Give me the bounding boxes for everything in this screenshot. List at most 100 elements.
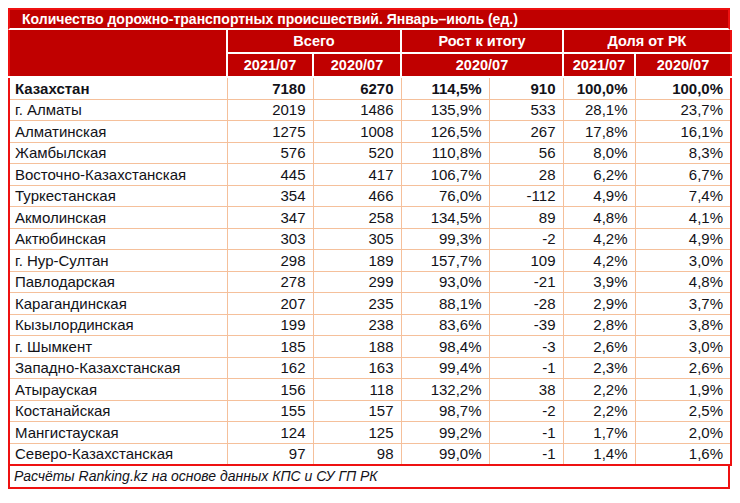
- value-cell: -3: [489, 336, 563, 358]
- value-cell: -1: [489, 422, 563, 444]
- value-cell: 124: [227, 422, 313, 444]
- value-cell: 88,1%: [401, 293, 489, 315]
- table-header: Всего Рост к итогу Доля от РК 2021/07 20…: [9, 30, 731, 77]
- value-cell: 38: [489, 379, 563, 401]
- value-cell: 2,2%: [563, 379, 635, 401]
- value-cell: 1,4%: [563, 443, 635, 465]
- region-cell: г. Шымкент: [9, 336, 227, 358]
- value-cell: 7180: [227, 77, 313, 99]
- value-cell: 76,0%: [401, 185, 489, 207]
- table-row: Мангистауская12412599,2%-11,7%2,0%: [9, 422, 731, 444]
- value-cell: 97: [227, 443, 313, 465]
- corner-cell: [9, 30, 227, 77]
- value-cell: 93,0%: [401, 271, 489, 293]
- region-cell: Алматинская: [9, 121, 227, 143]
- table-row: Алматинская12751008126,5%26717,8%16,1%: [9, 121, 731, 143]
- value-cell: 157: [313, 400, 401, 422]
- table-row: Атырауская156118132,2%382,2%1,9%: [9, 379, 731, 401]
- region-cell: г. Нур-Султан: [9, 250, 227, 272]
- table-row: Северо-Казахстанская979899,0%-11,4%1,6%: [9, 443, 731, 465]
- region-cell: Мангистауская: [9, 422, 227, 444]
- value-cell: 2,9%: [563, 293, 635, 315]
- value-cell: 155: [227, 400, 313, 422]
- region-cell: Восточно-Казахстанская: [9, 164, 227, 186]
- value-cell: 347: [227, 207, 313, 229]
- value-cell: 910: [489, 77, 563, 99]
- value-cell: 1275: [227, 121, 313, 143]
- value-cell: 100,0%: [635, 77, 731, 99]
- value-cell: 189: [313, 250, 401, 272]
- table-row: Западно-Казахстанская16216399,4%-12,3%2,…: [9, 357, 731, 379]
- value-cell: 4,8%: [635, 271, 731, 293]
- value-cell: 2,6%: [563, 336, 635, 358]
- value-cell: 99,2%: [401, 422, 489, 444]
- value-cell: 2,3%: [563, 357, 635, 379]
- subheader-growth-2020-07: 2020/07: [401, 53, 563, 77]
- value-cell: 1,9%: [635, 379, 731, 401]
- source-note: Расчёты Ranking.kz на основе данных КПС …: [8, 466, 730, 489]
- value-cell: 188: [313, 336, 401, 358]
- value-cell: -28: [489, 293, 563, 315]
- value-cell: 4,8%: [563, 207, 635, 229]
- region-cell: Актюбинская: [9, 228, 227, 250]
- region-cell: Кызылординская: [9, 314, 227, 336]
- table-row: г. Алматы20191486135,9%53328,1%23,7%: [9, 99, 731, 121]
- value-cell: 4,1%: [635, 207, 731, 229]
- value-cell: 238: [313, 314, 401, 336]
- value-cell: 135,9%: [401, 99, 489, 121]
- statistics-figure: Количество дорожно-транспортных происшес…: [8, 8, 730, 489]
- table-row: Кызылординская19923883,6%-392,8%3,8%: [9, 314, 731, 336]
- region-cell: Жамбылская: [9, 142, 227, 164]
- value-cell: 2,6%: [635, 357, 731, 379]
- value-cell: -1: [489, 357, 563, 379]
- value-cell: 8,3%: [635, 142, 731, 164]
- value-cell: 1,7%: [563, 422, 635, 444]
- value-cell: 417: [313, 164, 401, 186]
- value-cell: 125: [313, 422, 401, 444]
- region-cell: Павлодарская: [9, 271, 227, 293]
- region-cell: Карагандинская: [9, 293, 227, 315]
- subheader-share-2020-07: 2020/07: [635, 53, 731, 77]
- value-cell: 1486: [313, 99, 401, 121]
- value-cell: 99,0%: [401, 443, 489, 465]
- region-cell: Туркестанская: [9, 185, 227, 207]
- value-cell: 533: [489, 99, 563, 121]
- data-table: Всего Рост к итогу Доля от РК 2021/07 20…: [8, 30, 732, 466]
- value-cell: 110,8%: [401, 142, 489, 164]
- group-header-row: Всего Рост к итогу Доля от РК: [9, 30, 731, 53]
- table-title: Количество дорожно-транспортных происшес…: [8, 8, 730, 30]
- table-row: г. Нур-Султан298189157,7%1094,2%3,0%: [9, 250, 731, 272]
- value-cell: -2: [489, 400, 563, 422]
- region-cell: Акмолинская: [9, 207, 227, 229]
- value-cell: 83,6%: [401, 314, 489, 336]
- subheader-total-2020-07: 2020/07: [313, 53, 401, 77]
- table-row: Казахстан71806270114,5%910100,0%100,0%: [9, 77, 731, 99]
- value-cell: 56: [489, 142, 563, 164]
- value-cell: 28: [489, 164, 563, 186]
- value-cell: 235: [313, 293, 401, 315]
- value-cell: 98: [313, 443, 401, 465]
- value-cell: 162: [227, 357, 313, 379]
- value-cell: 2,5%: [635, 400, 731, 422]
- subheader-share-2021-07: 2021/07: [563, 53, 635, 77]
- value-cell: 8,0%: [563, 142, 635, 164]
- value-cell: 576: [227, 142, 313, 164]
- value-cell: -112: [489, 185, 563, 207]
- value-cell: 299: [313, 271, 401, 293]
- value-cell: 3,9%: [563, 271, 635, 293]
- column-group-share: Доля от РК: [563, 30, 731, 53]
- table-row: Туркестанская35446676,0%-1124,9%7,4%: [9, 185, 731, 207]
- value-cell: 2,8%: [563, 314, 635, 336]
- table-row: Актюбинская30330599,3%-24,2%4,9%: [9, 228, 731, 250]
- value-cell: 2,0%: [635, 422, 731, 444]
- value-cell: 466: [313, 185, 401, 207]
- value-cell: 98,4%: [401, 336, 489, 358]
- value-cell: 1,6%: [635, 443, 731, 465]
- value-cell: 298: [227, 250, 313, 272]
- column-group-growth: Рост к итогу: [401, 30, 563, 53]
- table-row: Акмолинская347258134,5%894,8%4,1%: [9, 207, 731, 229]
- value-cell: 100,0%: [563, 77, 635, 99]
- region-cell: Атырауская: [9, 379, 227, 401]
- table-body: Казахстан71806270114,5%910100,0%100,0%г.…: [9, 77, 731, 465]
- table-row: Жамбылская576520110,8%568,0%8,3%: [9, 142, 731, 164]
